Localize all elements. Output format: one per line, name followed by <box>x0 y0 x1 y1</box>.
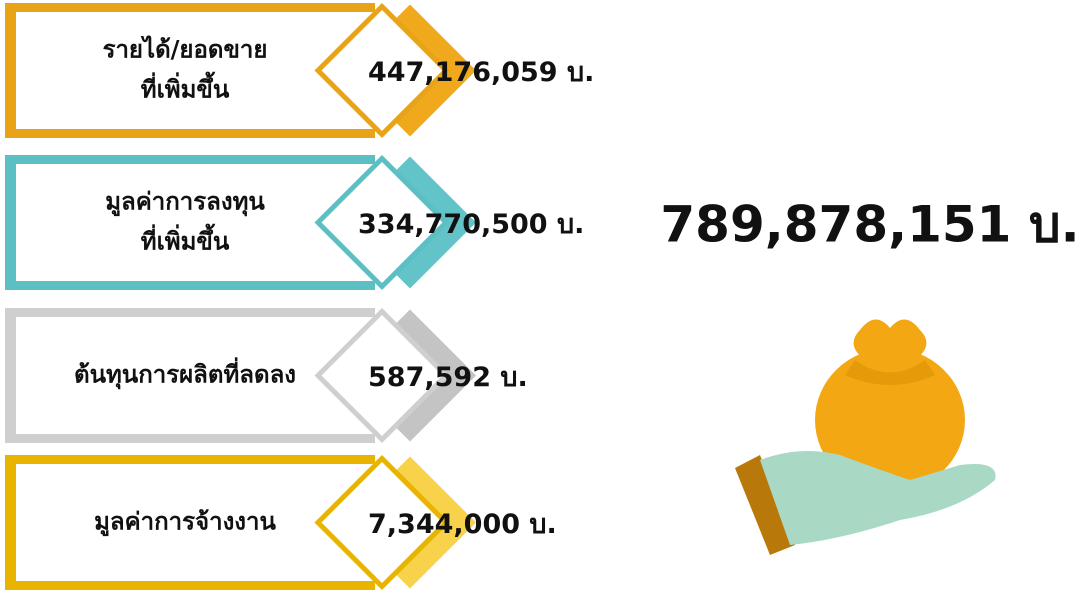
card-label: มูลค่าการลงทุน <box>105 188 265 218</box>
card-label: ที่เพิ่มขึ้น <box>141 223 230 256</box>
card-value: 7,344,000 บ. <box>368 509 557 540</box>
card-value: 447,176,059 บ. <box>368 57 594 88</box>
card-label: รายได้/ยอดขาย <box>103 35 268 64</box>
card-label: ต้นทุนการผลิตที่ลดลง <box>74 357 296 391</box>
card-value: 587,592 บ. <box>368 362 528 393</box>
infographic: รายได้/ยอดขายที่เพิ่มขึ้น 447,176,059 บ. ม… <box>0 0 1079 593</box>
total-value: 789,878,151 บ. <box>660 196 1079 254</box>
card-label: มูลค่าการจ้างงาน <box>94 508 276 537</box>
card-value: 334,770,500 บ. <box>358 209 584 240</box>
bag-top <box>854 319 927 360</box>
card-label: ที่เพิ่มขึ้น <box>141 71 230 104</box>
money-bag-icon <box>735 319 996 555</box>
